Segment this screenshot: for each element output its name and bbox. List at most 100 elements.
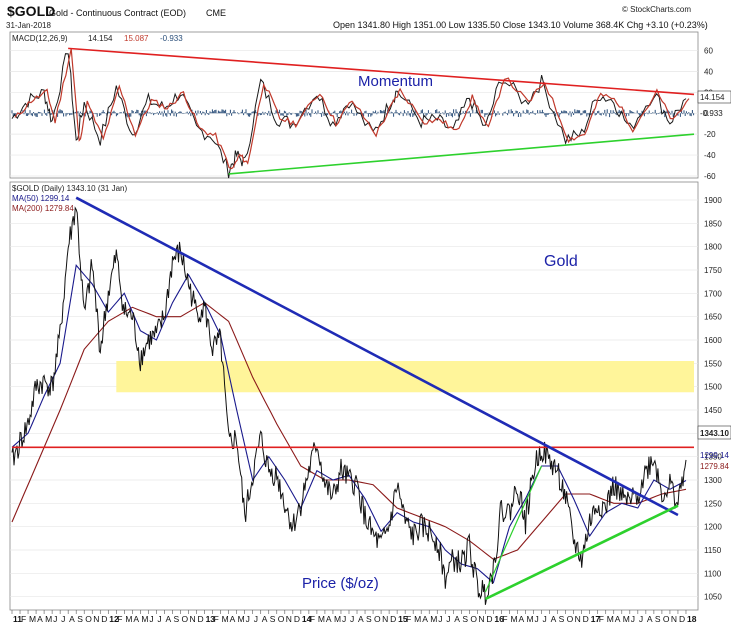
price-y-tick-label: 1100	[704, 569, 722, 578]
x-tick-label: F	[117, 614, 122, 624]
macd-y-tick-label: 60	[704, 46, 713, 55]
header-name: Gold - Continuous Contract (EOD)	[49, 8, 186, 18]
x-tick-label: N	[190, 614, 196, 624]
price-y-ticks: 1900 1850 1800 1750 1700 1650 1600 1550 1500 1450…	[704, 196, 722, 602]
downtrend-line	[75, 196, 679, 517]
price-y-tick-label: 1150	[704, 546, 722, 555]
x-tick-label: N	[478, 614, 484, 624]
price-y-tick-label: 1900	[704, 196, 722, 205]
macd-legend-hist: -0.933	[160, 34, 183, 43]
x-tick-label: J	[342, 614, 346, 624]
x-tick-label: 15	[398, 614, 408, 624]
x-tick-label: N	[671, 614, 677, 624]
macd-signal-line	[14, 48, 690, 170]
x-tick-label: D	[294, 614, 300, 624]
x-tick-label: J	[350, 614, 354, 624]
x-tick-label: A	[518, 614, 524, 624]
x-tick-label: D	[583, 614, 589, 624]
x-tick-label: A	[37, 614, 43, 624]
x-tick-label: O	[85, 614, 92, 624]
x-tick-label: O	[470, 614, 477, 624]
x-tick-label: A	[133, 614, 139, 624]
x-tick-label: F	[21, 614, 26, 624]
x-tick-label: J	[246, 614, 250, 624]
x-tick-label: N	[286, 614, 292, 624]
x-tick-label: 12	[109, 614, 119, 624]
x-tick-label: A	[69, 614, 75, 624]
x-tick-label: S	[366, 614, 372, 624]
header-date: 31-Jan-2018	[6, 21, 51, 30]
header-watermark: © StockCharts.com	[622, 5, 691, 14]
x-tick-label: M	[430, 614, 437, 624]
macd-line	[11, 53, 687, 179]
x-tick-label: A	[454, 614, 460, 624]
ma200-last-value: 1279.84	[700, 462, 729, 471]
price-y-tick-label: 1050	[704, 593, 722, 602]
x-tick-label: A	[165, 614, 171, 624]
x-tick-label: N	[93, 614, 99, 624]
price-annotation-gold: Gold	[544, 253, 578, 270]
x-tick-label: A	[615, 614, 621, 624]
x-axis: 11 F M A M J J A S O N D 12F M A M J J A S O N D 13F M A M J J A S O N D 1…	[11, 610, 697, 624]
x-tick-label: A	[262, 614, 268, 624]
x-tick-label: O	[181, 614, 188, 624]
macd-grid	[10, 50, 698, 177]
price-y-tick-label: 1800	[704, 243, 722, 252]
x-tick-label: A	[422, 614, 428, 624]
x-tick-label: J	[149, 614, 153, 624]
x-tick-label: 11	[13, 614, 22, 624]
x-tick-label: M	[527, 614, 534, 624]
ma200-legend: MA(200) 1279.84	[12, 204, 74, 213]
price-legend: $GOLD (Daily) 1343.10 (31 Jan)	[12, 184, 128, 193]
macd-y-tick-label: -60	[704, 172, 716, 181]
price-y-tick-label: 1250	[704, 499, 722, 508]
price-y-tick-label: 1300	[704, 476, 722, 485]
macd-legend-signal: 15.087	[124, 34, 149, 43]
x-tick-label: M	[318, 614, 325, 624]
price-y-tick-label: 1450	[704, 406, 722, 415]
steep-uptrend-line	[484, 465, 543, 593]
macd-value-box	[697, 90, 731, 104]
x-tick-label: O	[374, 614, 381, 624]
x-tick-label: J	[254, 614, 258, 624]
ma50-last-value: 1299.14	[700, 451, 729, 460]
macd-legend-label: MACD(12,26,9)	[12, 34, 68, 43]
x-tick-label: D	[486, 614, 492, 624]
price-annotation-units: Price ($/oz)	[302, 575, 379, 592]
price-y-tick-label: 1850	[704, 219, 722, 228]
x-tick-label: M	[623, 614, 630, 624]
x-tick-label: J	[61, 614, 65, 624]
x-tick-label: A	[647, 614, 653, 624]
price-y-tick-label: 1500	[704, 383, 722, 392]
macd-last-value: 14.154	[700, 93, 725, 102]
macd-y-tick-label: -40	[704, 151, 716, 160]
x-tick-label: 17	[591, 614, 601, 624]
price-y-tick-label: 1200	[704, 523, 722, 532]
ma50-line	[11, 264, 687, 584]
x-tick-label: F	[599, 614, 604, 624]
macd-annotation: Momentum	[358, 73, 433, 90]
price-line	[11, 206, 687, 605]
x-tick-label: A	[230, 614, 236, 624]
macd-y-tick-label: 40	[704, 67, 713, 76]
x-tick-label: J	[543, 614, 547, 624]
x-tick-label: M	[238, 614, 245, 624]
x-tick-label: M	[29, 614, 36, 624]
x-tick-label: M	[45, 614, 52, 624]
price-y-tick-label: 1350	[704, 453, 722, 462]
x-tick-label: M	[334, 614, 341, 624]
x-tick-label: F	[310, 614, 315, 624]
x-tick-label: A	[326, 614, 332, 624]
x-tick-label: J	[53, 614, 57, 624]
x-tick-label: M	[222, 614, 229, 624]
header-ohlc: Open 1341.80 High 1351.00 Low 1335.50 Cl…	[333, 20, 708, 30]
x-tick-label: M	[141, 614, 148, 624]
macd-legend-macd: 14.154	[88, 34, 113, 43]
x-tick-label: D	[679, 614, 685, 624]
macd-support-trendline	[228, 133, 695, 175]
x-tick-label: S	[655, 614, 661, 624]
header-exchange: CME	[206, 8, 226, 18]
x-tick-label: O	[278, 614, 285, 624]
x-tick-label: S	[462, 614, 468, 624]
